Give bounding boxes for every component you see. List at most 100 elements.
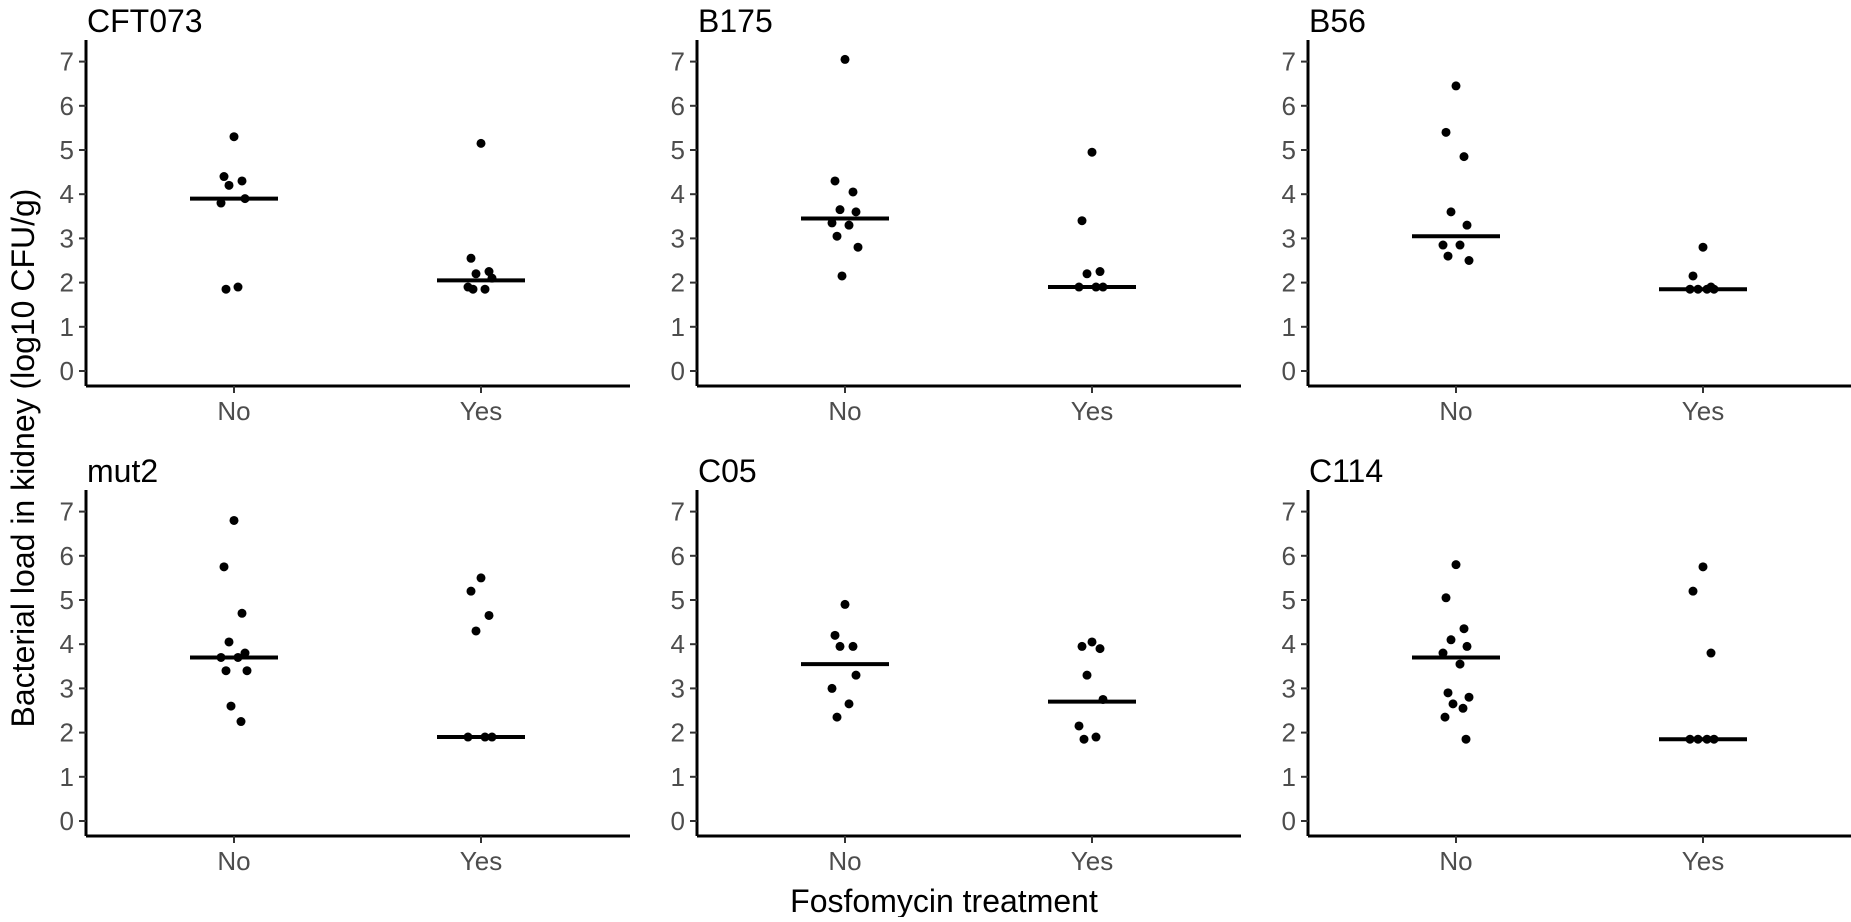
data-point (1458, 703, 1468, 713)
data-point (837, 271, 847, 281)
y-tick-label: 0 (60, 806, 74, 836)
y-tick-label: 2 (671, 268, 685, 298)
data-point (832, 712, 842, 722)
y-tick-label: 2 (1282, 268, 1296, 298)
y-tick-label: 0 (671, 806, 685, 836)
data-point (484, 610, 494, 620)
data-point (1455, 240, 1465, 250)
y-tick-label: 1 (60, 762, 74, 792)
y-tick-label: 1 (60, 312, 74, 342)
x-tick-label: No (828, 396, 861, 426)
y-tick-label: 3 (671, 223, 685, 253)
data-point (480, 284, 490, 294)
data-point (851, 207, 861, 217)
data-point (1077, 641, 1087, 651)
data-point (1462, 220, 1472, 230)
data-point (1087, 147, 1097, 157)
data-point (1438, 648, 1448, 658)
data-point (1706, 648, 1716, 658)
data-point (236, 717, 246, 727)
facet-panel: C05 0 1 2 3 4 5 6 7 No Yes (671, 453, 1241, 876)
data-point (835, 205, 845, 215)
data-point (471, 626, 481, 636)
data-point (830, 176, 840, 186)
data-point (476, 573, 486, 583)
data-point (226, 701, 236, 711)
x-tick-label: Yes (1071, 846, 1113, 876)
data-point (229, 515, 239, 525)
y-tick-label: 7 (60, 47, 74, 77)
data-point (848, 187, 858, 197)
panel-title: CFT073 (87, 3, 203, 39)
y-tick-label: 6 (671, 91, 685, 121)
y-tick-label: 2 (60, 718, 74, 748)
data-point (1461, 734, 1471, 744)
y-tick-label: 6 (1282, 541, 1296, 571)
facet-panel: mut2 0 1 2 3 4 5 6 7 No Yes (60, 453, 630, 876)
data-point (229, 132, 239, 142)
data-point (233, 282, 243, 292)
x-axis-title: Fosfomycin treatment (790, 883, 1098, 917)
data-point (224, 637, 234, 647)
y-tick-label: 3 (60, 673, 74, 703)
data-point (1091, 732, 1101, 742)
x-tick-label: No (828, 846, 861, 876)
data-point (466, 253, 476, 263)
data-point (832, 231, 842, 241)
panel-title: C114 (1309, 453, 1383, 489)
data-point (840, 599, 850, 609)
y-tick-label: 3 (671, 673, 685, 703)
y-tick-label: 5 (1282, 135, 1296, 165)
data-point (1440, 712, 1450, 722)
y-tick-label: 2 (671, 718, 685, 748)
data-point (1441, 127, 1451, 137)
y-tick-label: 3 (1282, 223, 1296, 253)
y-tick-label: 5 (60, 585, 74, 615)
data-point (840, 54, 850, 64)
data-point (1443, 251, 1453, 261)
x-tick-label: Yes (1071, 396, 1113, 426)
x-tick-label: Yes (460, 846, 502, 876)
y-tick-label: 4 (1282, 179, 1296, 209)
data-point (224, 180, 234, 190)
data-point (1698, 562, 1708, 572)
data-point (1077, 216, 1087, 226)
y-tick-label: 3 (60, 223, 74, 253)
y-tick-label: 0 (1282, 356, 1296, 386)
y-tick-label: 4 (671, 629, 685, 659)
x-tick-label: Yes (1682, 846, 1724, 876)
data-point (1074, 721, 1084, 731)
data-point (1082, 269, 1092, 279)
data-point (468, 284, 478, 294)
y-tick-label: 6 (60, 91, 74, 121)
data-point (1688, 271, 1698, 281)
y-axis-title: Bacterial load in kidney (log10 CFU/g) (5, 189, 41, 728)
data-point (221, 666, 231, 676)
y-tick-label: 6 (671, 541, 685, 571)
y-tick-label: 2 (60, 268, 74, 298)
y-tick-label: 6 (60, 541, 74, 571)
y-tick-label: 7 (1282, 497, 1296, 527)
data-point (1095, 267, 1105, 277)
panel-title: B56 (1309, 3, 1366, 39)
data-point (1448, 699, 1458, 709)
data-point (1462, 641, 1472, 651)
y-tick-label: 1 (671, 312, 685, 342)
data-point (835, 641, 845, 651)
data-point (1095, 644, 1105, 654)
data-point (830, 630, 840, 640)
data-point (237, 608, 247, 618)
data-point (219, 172, 229, 182)
y-tick-label: 5 (671, 135, 685, 165)
data-point (851, 670, 861, 680)
data-point (1688, 586, 1698, 596)
y-tick-label: 5 (60, 135, 74, 165)
x-tick-label: Yes (1682, 396, 1724, 426)
panel-title: B175 (698, 3, 773, 39)
y-tick-label: 4 (671, 179, 685, 209)
data-point (221, 284, 231, 294)
data-point (1087, 637, 1097, 647)
y-tick-label: 4 (60, 629, 74, 659)
